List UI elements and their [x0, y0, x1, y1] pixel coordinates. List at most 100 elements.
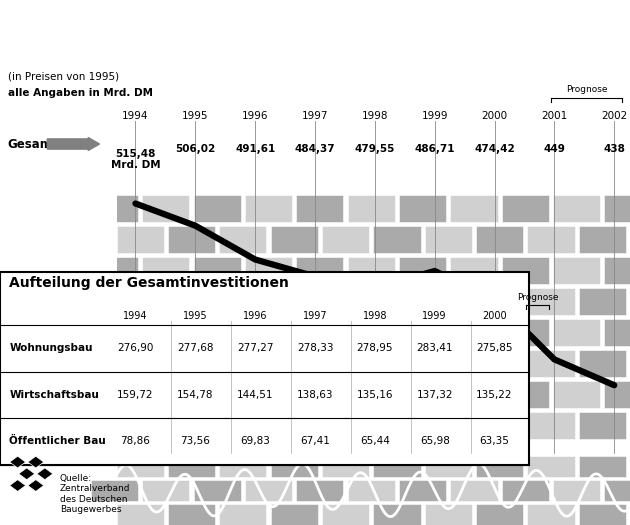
Bar	[373, 412, 420, 439]
Text: 491,61: 491,61	[235, 144, 275, 154]
Bar	[501, 381, 549, 408]
Text: 2000: 2000	[482, 311, 507, 321]
Bar	[168, 226, 215, 253]
Bar	[117, 412, 164, 439]
Bar	[373, 350, 420, 377]
Text: 138,63: 138,63	[297, 390, 333, 400]
Bar	[476, 288, 523, 315]
Bar	[296, 381, 343, 408]
Bar	[425, 456, 472, 477]
Bar	[142, 319, 190, 346]
Bar	[168, 456, 215, 477]
Text: alle Angaben in Mrd. DM: alle Angaben in Mrd. DM	[8, 88, 152, 98]
Text: 65,98: 65,98	[420, 436, 450, 446]
Bar	[604, 319, 630, 346]
Bar	[476, 350, 523, 377]
Bar	[553, 195, 600, 222]
Text: Öffentlicher Bau: Öffentlicher Bau	[9, 436, 106, 446]
Bar	[373, 456, 420, 477]
Text: 2000: 2000	[481, 111, 508, 121]
Bar	[142, 257, 190, 284]
Bar	[245, 381, 292, 408]
Text: 277,27: 277,27	[237, 343, 273, 353]
Text: 276,90: 276,90	[117, 343, 154, 353]
Text: 2001: 2001	[541, 111, 568, 121]
Bar	[476, 505, 523, 525]
Bar	[91, 381, 138, 408]
Polygon shape	[28, 456, 43, 468]
Text: 278,33: 278,33	[297, 343, 333, 353]
Text: 1998: 1998	[363, 311, 387, 321]
Polygon shape	[9, 480, 26, 491]
Bar	[117, 505, 164, 525]
Text: 63,35: 63,35	[479, 436, 510, 446]
Bar	[373, 505, 420, 525]
Text: Wohnungsbau: Wohnungsbau	[9, 343, 93, 353]
Bar	[117, 226, 164, 253]
Bar	[142, 195, 190, 222]
Bar	[0, 193, 117, 453]
Bar	[245, 319, 292, 346]
Text: 1994: 1994	[122, 111, 149, 121]
Bar	[578, 412, 626, 439]
Text: Prognose: Prognose	[566, 85, 607, 94]
Bar	[348, 257, 395, 284]
Bar	[219, 288, 266, 315]
Bar	[91, 319, 138, 346]
Bar	[578, 350, 626, 377]
Bar	[219, 505, 266, 525]
Bar	[271, 412, 318, 439]
Bar	[219, 226, 266, 253]
Bar	[245, 480, 292, 501]
Bar	[527, 288, 575, 315]
Text: 486,71: 486,71	[415, 144, 455, 154]
Bar	[219, 412, 266, 439]
Bar	[193, 480, 241, 501]
Bar	[296, 319, 343, 346]
Bar	[450, 195, 498, 222]
Bar	[142, 480, 190, 501]
Bar	[527, 226, 575, 253]
Bar	[245, 257, 292, 284]
Text: Prognose: Prognose	[517, 293, 558, 302]
Bar	[373, 226, 420, 253]
Bar	[450, 257, 498, 284]
Bar	[425, 288, 472, 315]
Bar	[425, 350, 472, 377]
Polygon shape	[19, 468, 35, 480]
Bar	[348, 319, 395, 346]
Text: 1997: 1997	[302, 311, 328, 321]
Text: 484,37: 484,37	[295, 144, 335, 154]
Text: 1996: 1996	[243, 311, 267, 321]
Bar	[219, 456, 266, 477]
Bar	[322, 350, 369, 377]
Bar	[476, 456, 523, 477]
Bar	[578, 226, 626, 253]
Bar	[322, 226, 369, 253]
Bar	[501, 319, 549, 346]
Text: Bauinvestitionen in Deutschland: Bauinvestitionen in Deutschland	[9, 18, 444, 42]
Bar	[527, 350, 575, 377]
Polygon shape	[9, 456, 26, 468]
Bar	[117, 350, 164, 377]
Text: 73,56: 73,56	[180, 436, 210, 446]
Bar	[373, 288, 420, 315]
Bar	[399, 195, 446, 222]
Text: 278,95: 278,95	[357, 343, 393, 353]
Bar	[604, 381, 630, 408]
Bar	[91, 480, 138, 501]
Text: 67,41: 67,41	[300, 436, 330, 446]
Bar	[425, 226, 472, 253]
Bar	[219, 350, 266, 377]
Text: Wirtschaftsbau: Wirtschaftsbau	[9, 390, 100, 400]
Text: 1999: 1999	[423, 311, 447, 321]
Text: 1998: 1998	[362, 111, 388, 121]
Bar	[91, 195, 138, 222]
Text: 137,32: 137,32	[416, 390, 453, 400]
Polygon shape	[37, 468, 53, 480]
Bar	[527, 505, 575, 525]
Bar	[553, 319, 600, 346]
Bar	[425, 505, 472, 525]
Bar	[527, 412, 575, 439]
Bar	[296, 480, 343, 501]
